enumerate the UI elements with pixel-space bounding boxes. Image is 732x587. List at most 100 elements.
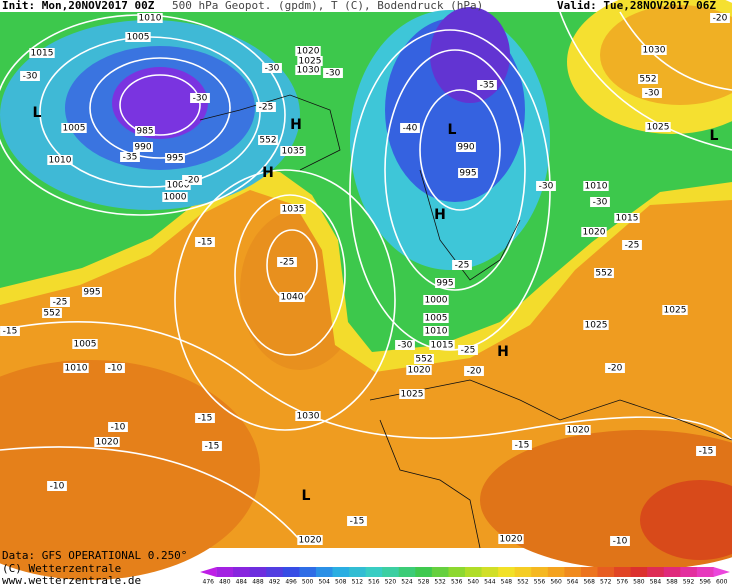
colorbar-label: 584 [650, 579, 662, 586]
label-bg [477, 80, 497, 90]
label-bg [498, 534, 524, 544]
contour-label: 1015 [431, 341, 454, 351]
colorbar-label: 512 [352, 579, 364, 586]
contour-label: -30 [326, 69, 341, 79]
colorbar-label: 532 [434, 579, 446, 586]
colorbar-cell [614, 567, 632, 577]
colorbar-label: 520 [385, 579, 397, 586]
label-bg [641, 45, 667, 55]
colorbar-label: 580 [633, 579, 645, 586]
label-bg [512, 440, 532, 450]
contour-label: -25 [259, 103, 274, 113]
pressure-center: H [497, 344, 509, 360]
contour-label: -10 [613, 537, 628, 547]
contour-label: -20 [185, 176, 200, 186]
label-bg [280, 204, 306, 214]
contour-label: 1040 [281, 293, 304, 303]
contour-label: -25 [280, 258, 295, 268]
contour-label: 995 [459, 169, 476, 179]
colorbar-label: 556 [534, 579, 546, 586]
contour-label: -25 [53, 298, 68, 308]
contour-label: -15 [205, 442, 220, 452]
contour-label: 1025 [647, 123, 670, 133]
pressure-center: L [302, 488, 311, 504]
colorbar-cell [564, 567, 582, 577]
label-bg [29, 48, 55, 58]
contour-label: 1020 [583, 228, 606, 238]
label-bg [295, 46, 321, 56]
contour-label: 552 [415, 355, 432, 365]
colorbar-cell [431, 567, 449, 577]
data-source: Data: GFS OPERATIONAL 0.250° [2, 549, 187, 562]
contour-label: -30 [645, 89, 660, 99]
colorbar-cell [680, 567, 698, 577]
contour-label: 1005 [74, 340, 97, 350]
label-bg [622, 240, 642, 250]
label-bg [614, 213, 640, 223]
contour-label: 1010 [585, 182, 608, 192]
contour-label: -30 [265, 64, 280, 74]
label-bg [137, 13, 163, 23]
colorbar-cell [448, 567, 466, 577]
colorbar-label: 600 [716, 579, 728, 586]
label-bg [190, 93, 210, 103]
colorbar-label: 496 [285, 579, 297, 586]
label-bg [47, 155, 73, 165]
colorbar-label: 492 [269, 579, 281, 586]
header: Init: Mon,20NOV2017 00Z 500 hPa Geopot. … [2, 0, 716, 12]
label-bg [423, 295, 449, 305]
label-bg [297, 535, 323, 545]
colorbar-cell [349, 567, 367, 577]
contour-label: -30 [23, 72, 38, 82]
label-bg [710, 13, 730, 23]
colorbar-cell [249, 567, 267, 577]
contour-label: -10 [111, 423, 126, 433]
colorbar-label: 504 [318, 579, 330, 586]
colorbar-cell [498, 567, 516, 577]
label-bg [590, 197, 610, 207]
label-bg [638, 74, 658, 84]
contour-label: 1000 [167, 181, 190, 191]
contour-label: 1020 [299, 536, 322, 546]
label-bg [47, 481, 67, 491]
label-bg [195, 413, 215, 423]
label-bg [50, 297, 70, 307]
label-bg [323, 68, 343, 78]
colorbar-cell [713, 567, 730, 577]
contour-label: 1020 [500, 535, 523, 545]
colorbar-cell [282, 567, 300, 577]
init-text: Init: Mon,20NOV2017 00Z [2, 0, 155, 12]
colorbar-cell [233, 567, 251, 577]
contour-label: -20 [608, 364, 623, 374]
label-bg [277, 257, 297, 267]
label-bg [594, 268, 614, 278]
contour-label: 1010 [65, 364, 88, 374]
label-bg [456, 142, 476, 152]
label-bg [295, 411, 321, 421]
contour-label: -30 [398, 341, 413, 351]
label-bg [0, 326, 20, 336]
contour-label: 1030 [297, 66, 320, 76]
colorbar-cell [630, 567, 648, 577]
contour-label: -15 [699, 447, 714, 457]
label-bg [133, 142, 153, 152]
contour-label: -30 [539, 182, 554, 192]
label-bg [399, 389, 425, 399]
label-bg [182, 175, 202, 185]
label-bg [645, 122, 671, 132]
contour-label: -30 [593, 198, 608, 208]
contour-label: 1025 [299, 57, 322, 67]
contour-label: 1010 [425, 327, 448, 337]
label-bg [280, 146, 306, 156]
contour-label: -15 [198, 238, 213, 248]
contour-label: 1020 [96, 438, 119, 448]
label-bg [42, 308, 62, 318]
copyright: (C) Wetterzentrale [2, 562, 121, 575]
contour-label: 552 [43, 309, 60, 319]
label-bg [406, 365, 432, 375]
colorbar-label: 484 [236, 579, 248, 586]
colorbar-cell [580, 567, 598, 577]
contour-label: -35 [123, 153, 138, 163]
label-bg [135, 126, 155, 136]
contour-label: 1020 [408, 366, 431, 376]
